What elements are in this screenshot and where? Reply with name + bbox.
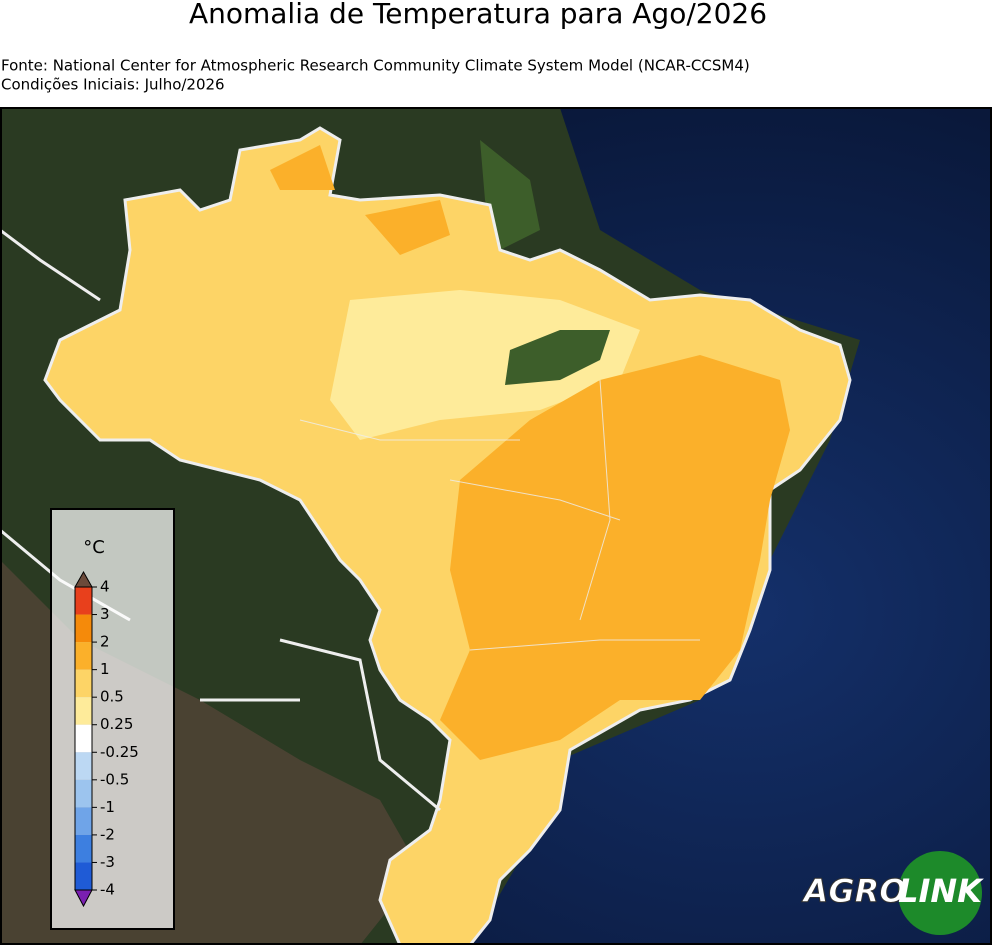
map-frame — [0, 107, 992, 945]
colorbar-bin — [75, 614, 92, 643]
colorbar-bin — [75, 807, 92, 835]
brazil-anomaly — [43, 126, 852, 945]
logo-right: LINK — [898, 872, 984, 910]
colorbar-tick-label: 1 — [100, 660, 110, 678]
colorbar-tick-label: -1 — [100, 798, 115, 816]
colorbar-tick-label: 0.5 — [100, 688, 124, 706]
logo: AGRO LINK — [800, 851, 984, 935]
colorbar-tick-label: 3 — [100, 605, 110, 623]
logo-circle — [898, 851, 982, 935]
colorbar-tick-label: -0.5 — [100, 770, 129, 788]
initial-conditions: Condições Iniciais: Julho/2026 — [1, 76, 225, 94]
colorbar-tick-label: 4 — [100, 578, 110, 596]
weak-anomaly-zone — [330, 290, 640, 440]
colorbar-bin — [75, 697, 92, 725]
colorbar-bin — [75, 587, 92, 615]
colorbar-tick-label: -3 — [100, 853, 115, 871]
strong-anomaly-zone — [440, 355, 790, 760]
colorbar-bin — [75, 862, 92, 890]
state-borders — [299, 379, 700, 651]
colorbar-bin — [75, 724, 92, 753]
colorbar-tick-label: -0.25 — [100, 743, 139, 761]
strong-anomaly-north — [270, 145, 450, 255]
colorbar-unit: °C — [83, 537, 105, 558]
colorbar: °C 4 3 2 1 0.5 0.25 -0.25 -0.5 -1 -2 -3 -4 — [50, 508, 175, 930]
colorbar-outline — [74, 586, 93, 891]
colorbar-box — [50, 508, 175, 930]
colorbar-bin — [75, 779, 92, 808]
colorbar-tick-label: -2 — [100, 825, 115, 843]
colorbar-tick-label: 0.25 — [100, 715, 133, 733]
land-gap — [505, 330, 610, 385]
source: Fonte: National Center for Atmospheric R… — [1, 57, 750, 75]
colorbar-tick-label: 2 — [100, 633, 110, 651]
colorbar-tick-label: -4 — [100, 881, 115, 899]
colorbar-bin — [75, 642, 92, 670]
colorbar-bin — [75, 752, 92, 780]
colorbar-bin — [75, 669, 92, 698]
colorbar-bin — [75, 834, 92, 863]
logo-left: AGRO — [801, 872, 907, 910]
map-title: Anomalia de Temperatura para Ago/2026 — [189, 0, 767, 30]
